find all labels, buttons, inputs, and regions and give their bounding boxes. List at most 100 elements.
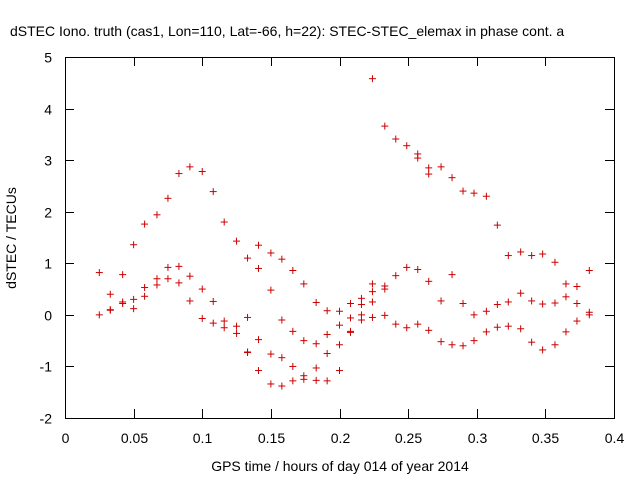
data-point	[323, 377, 331, 385]
data-point	[368, 75, 376, 83]
data-point	[153, 281, 161, 289]
data-point	[153, 211, 161, 219]
data-point	[175, 279, 183, 287]
chart-title: dSTEC Iono. truth (cas1, Lon=110, Lat=-6…	[10, 23, 564, 39]
data-point	[255, 264, 263, 272]
data-point	[244, 313, 252, 321]
data-point	[130, 295, 138, 303]
data-point	[403, 263, 411, 271]
data-point	[220, 317, 228, 325]
data-point	[130, 305, 138, 313]
data-point	[414, 154, 422, 162]
data-point	[414, 320, 422, 328]
data-point	[220, 218, 228, 226]
x-tick-label: 0	[62, 430, 70, 446]
data-point	[255, 367, 263, 375]
data-point	[175, 262, 183, 270]
x-tick-label: 0.1	[193, 430, 213, 446]
data-point	[209, 188, 217, 196]
data-point	[562, 293, 570, 301]
data-point	[381, 311, 389, 319]
data-point	[470, 337, 478, 345]
data-point	[233, 329, 241, 337]
data-point	[482, 307, 490, 315]
data-point	[437, 338, 445, 346]
data-point	[392, 272, 400, 280]
data-point	[312, 340, 320, 348]
data-point	[528, 252, 536, 260]
data-point	[504, 298, 512, 306]
plot-frame	[65, 57, 615, 419]
data-point	[119, 271, 127, 279]
x-tick-label: 0.4	[605, 430, 625, 446]
data-point	[573, 317, 581, 325]
data-point	[368, 298, 376, 306]
data-point	[585, 267, 593, 275]
data-point	[403, 324, 411, 332]
data-point	[448, 174, 456, 182]
data-point	[278, 354, 286, 362]
data-point	[425, 326, 433, 334]
y-tick-label: 2	[44, 205, 52, 221]
data-point	[141, 220, 149, 228]
data-point	[312, 364, 320, 372]
data-point	[551, 299, 559, 307]
data-point	[141, 284, 149, 292]
data-point	[220, 324, 228, 332]
data-point	[470, 311, 478, 319]
data-point	[482, 328, 490, 336]
data-point	[517, 248, 525, 256]
data-point	[244, 348, 252, 356]
data-point	[267, 350, 275, 358]
data-point	[278, 382, 286, 390]
data-point	[255, 336, 263, 344]
data-point	[493, 323, 501, 331]
data-point	[323, 330, 331, 338]
data-point	[459, 300, 467, 308]
y-tick-label: 1	[44, 256, 52, 272]
data-point	[368, 280, 376, 288]
data-point	[106, 306, 114, 314]
data-point	[336, 307, 343, 315]
data-point	[336, 367, 343, 375]
data-point	[504, 252, 512, 260]
data-point	[186, 272, 194, 280]
y-tick-label: -2	[40, 411, 53, 427]
x-tick-label: 0.15	[258, 430, 285, 446]
data-point	[562, 328, 570, 336]
data-point	[95, 269, 103, 277]
data-point	[312, 376, 320, 384]
data-point	[267, 249, 275, 257]
data-point	[448, 271, 456, 279]
x-tick-label: 0.3	[468, 430, 488, 446]
data-point	[278, 255, 286, 263]
data-point	[517, 325, 525, 333]
data-point	[357, 316, 365, 324]
data-point	[528, 297, 536, 305]
data-point	[551, 258, 559, 266]
data-point	[357, 301, 365, 309]
x-tick-label: 0.05	[121, 430, 148, 446]
data-point	[267, 380, 275, 388]
data-point	[141, 292, 149, 300]
data-point	[164, 275, 172, 283]
data-point	[425, 170, 433, 178]
y-tick-label: 5	[44, 50, 52, 66]
data-point	[539, 300, 547, 308]
data-point	[233, 237, 241, 245]
data-point	[198, 167, 206, 175]
data-point	[119, 298, 127, 306]
data-point	[470, 189, 478, 197]
data-points	[95, 75, 593, 390]
y-tick-label: 0	[44, 308, 52, 324]
data-point	[209, 319, 217, 327]
y-tick-label: 4	[44, 102, 52, 118]
data-point	[267, 286, 275, 294]
data-point	[278, 316, 286, 324]
data-point	[539, 250, 547, 258]
data-point	[425, 277, 433, 285]
data-point	[357, 294, 365, 302]
data-point	[573, 282, 581, 290]
data-point	[528, 338, 536, 346]
data-point	[106, 290, 114, 298]
